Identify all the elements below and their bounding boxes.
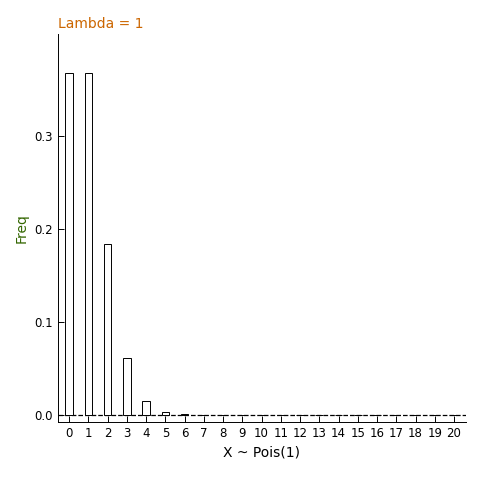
Bar	[104, 244, 111, 415]
Bar	[123, 358, 131, 415]
Y-axis label: Freq: Freq	[14, 213, 28, 243]
Bar	[84, 73, 92, 415]
Bar	[65, 73, 73, 415]
X-axis label: X ~ Pois(1): X ~ Pois(1)	[223, 446, 300, 460]
Bar	[142, 401, 150, 415]
Text: Lambda = 1: Lambda = 1	[58, 17, 143, 31]
Bar	[162, 412, 169, 415]
